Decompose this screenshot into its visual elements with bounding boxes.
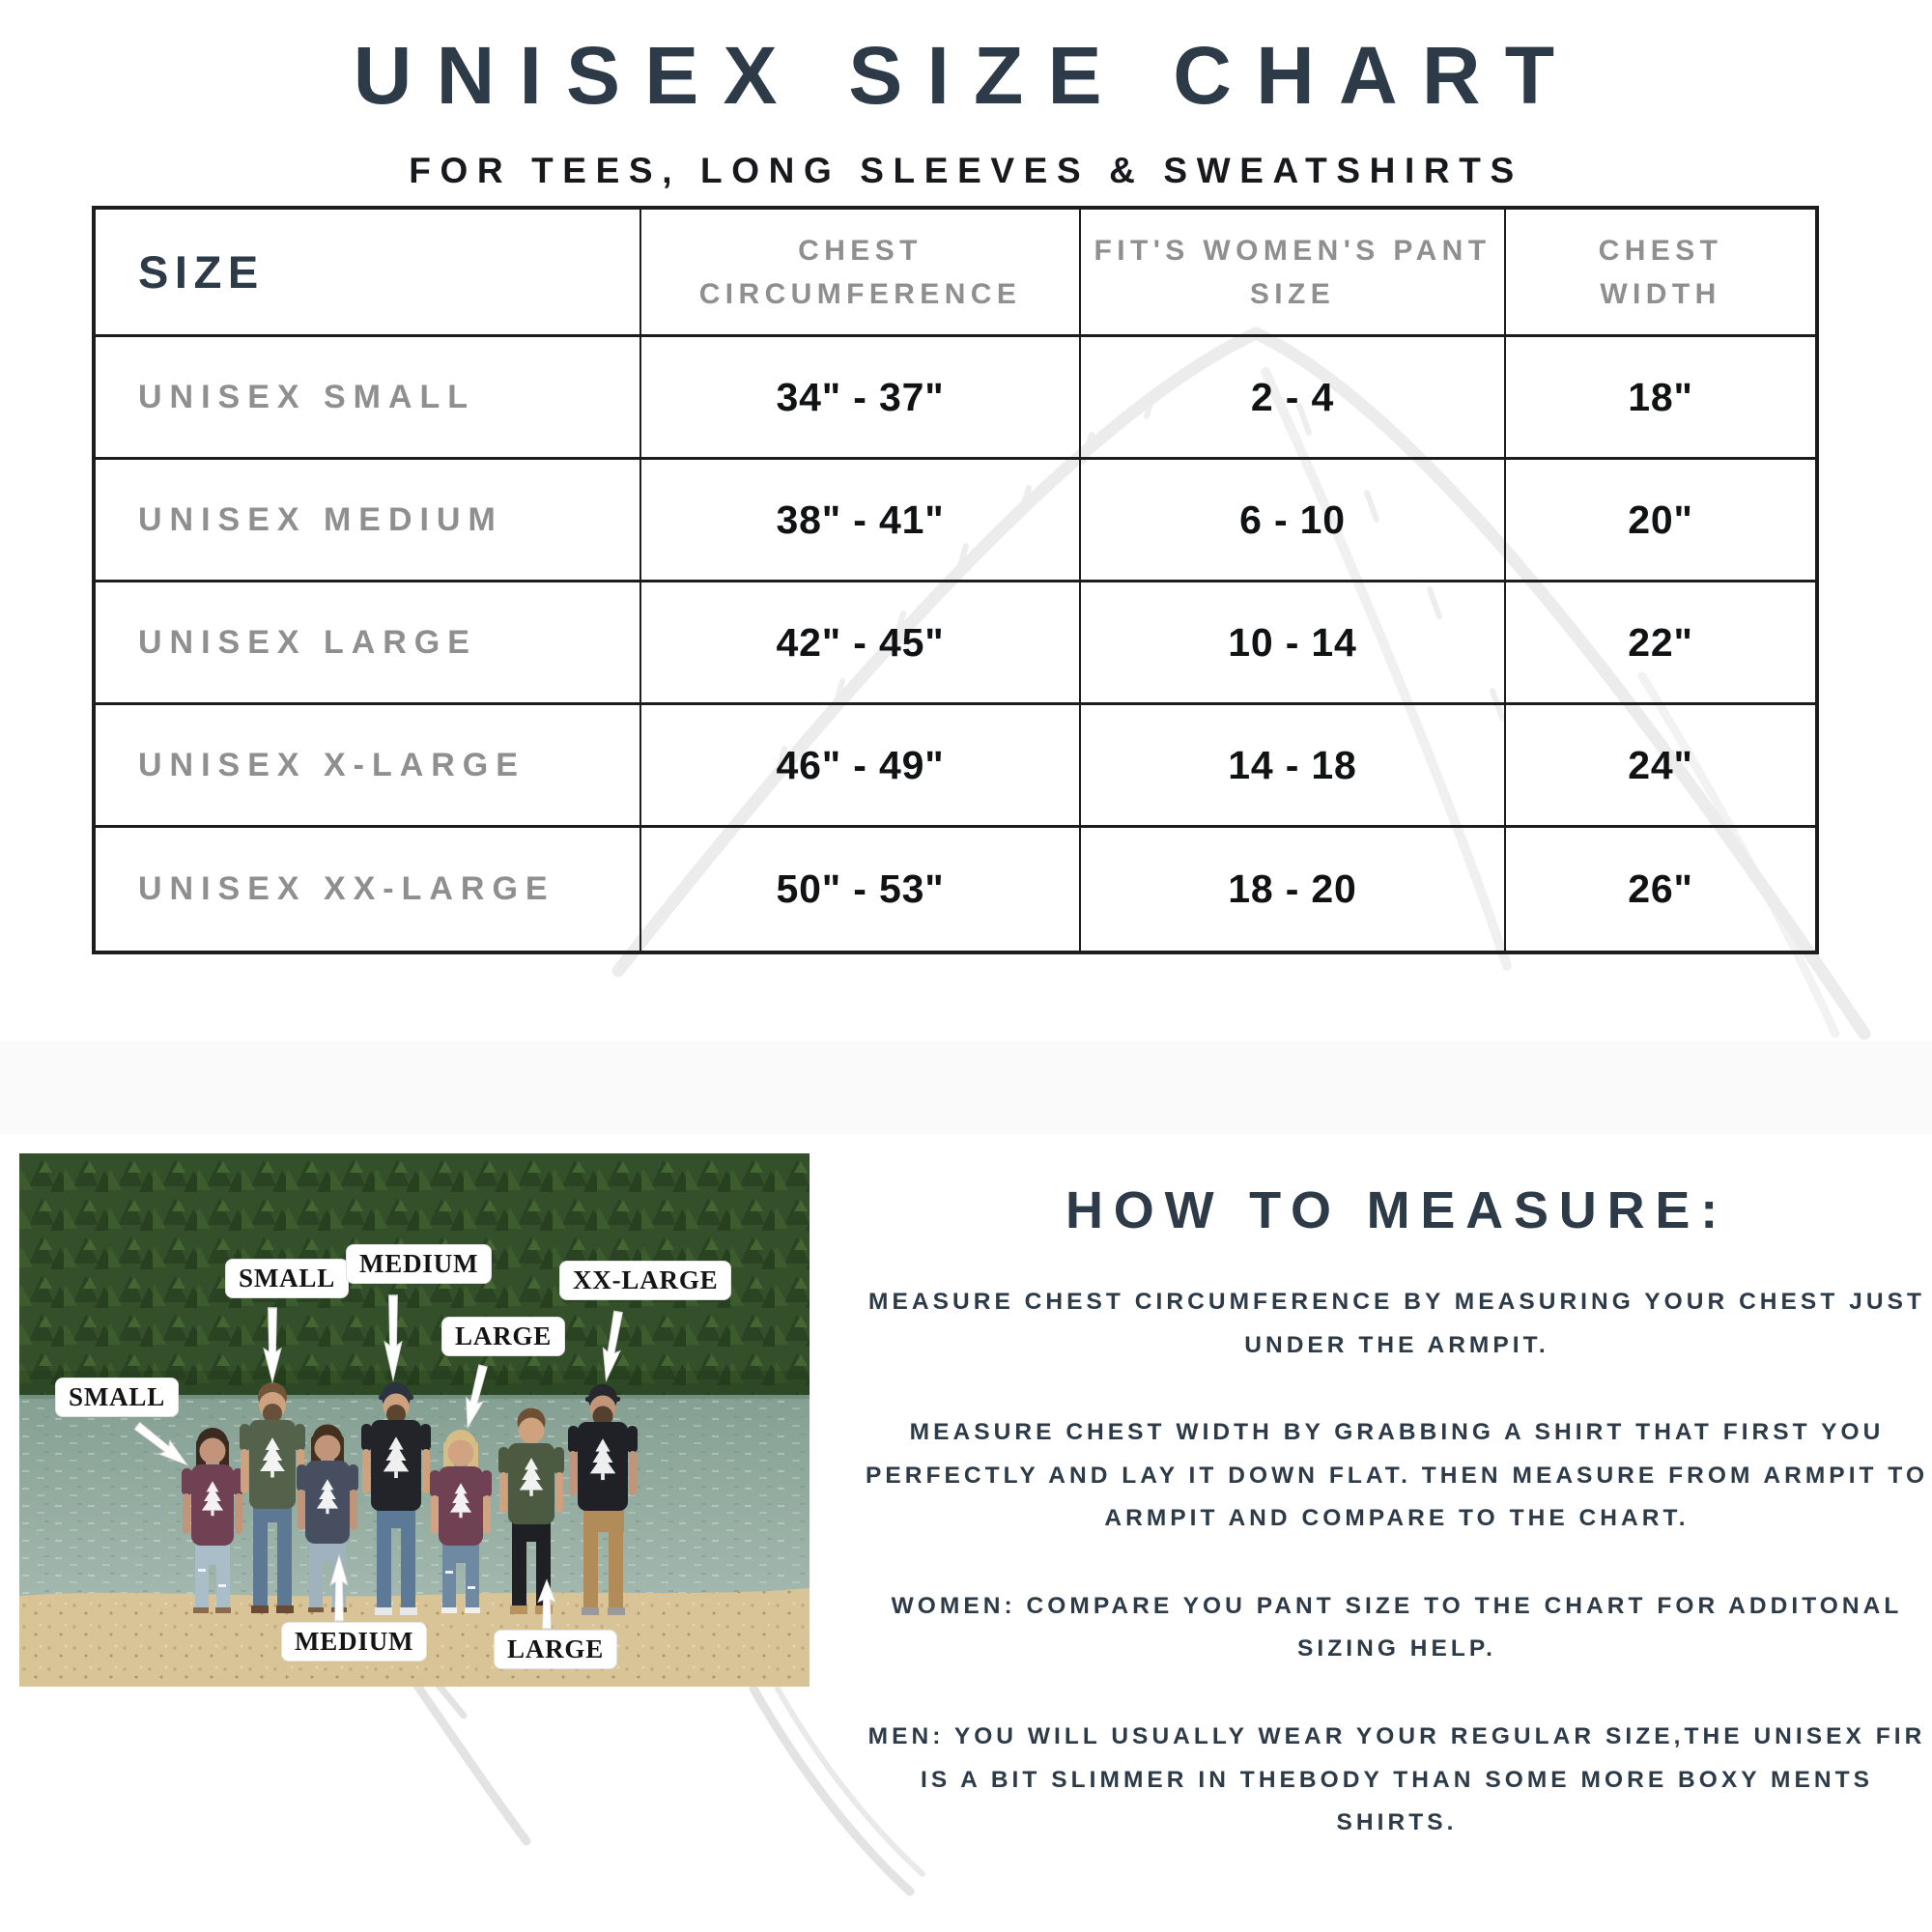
- column-header-chest-circumference: CHEST CIRCUMFERENCE: [641, 210, 1081, 337]
- row-xlarge-chest-circumference: 46" - 49": [641, 705, 1081, 828]
- size-table: SIZE CHEST CIRCUMFERENCE FIT'S WOMEN'S P…: [92, 206, 1819, 954]
- measure-paragraph-chest-width: MEASURE CHEST WIDTH BY GRABBING A SHIRT …: [865, 1419, 1929, 1532]
- model-small-man: [240, 1382, 305, 1613]
- size-label-xxlarge-top: XX-LARGE: [560, 1262, 731, 1299]
- column-header-size: SIZE: [96, 210, 641, 337]
- size-label-small-left: SMALL: [56, 1378, 179, 1416]
- background-band: [0, 1041, 1932, 1134]
- row-medium-chest-circumference: 38" - 41": [641, 460, 1081, 582]
- row-xxlarge-chest-width: 26": [1628, 867, 1693, 911]
- measure-paragraph-chest-circumference: MEASURE CHEST CIRCUMFERENCE BY MEASURING…: [868, 1289, 1925, 1358]
- page-subtitle: FOR TEES, LONG SLEEVES & SWEATSHIRTS: [409, 151, 1523, 190]
- size-label-medium-top: MEDIUM: [347, 1245, 492, 1283]
- measure-paragraph-men: MEN: YOU WILL USUALLY WEAR YOUR REGULAR …: [867, 1723, 1926, 1836]
- size-label-small-top: SMALL: [226, 1260, 349, 1297]
- size-label-large-bottom: LARGE: [495, 1631, 617, 1668]
- how-to-measure-heading: HOW TO MEASURE:: [1065, 1181, 1728, 1239]
- row-xlarge-size: UNISEX X-LARGE: [96, 705, 641, 828]
- row-xxlarge-chest-circumference: 50" - 53": [641, 828, 1081, 951]
- size-label-medium-bottom: MEDIUM: [282, 1623, 427, 1661]
- group-photo-scene: [19, 1153, 810, 1687]
- model-medium-man: [361, 1382, 431, 1615]
- column-header-chest-width: CHEST WIDTH: [1506, 210, 1815, 337]
- row-large-chest-circumference: 42" - 45": [641, 582, 1081, 705]
- model-photo: SMALL SMALL MEDIUM LARGE XX-LARGE MEDIUM…: [19, 1153, 810, 1687]
- model-large-woman: [430, 1430, 492, 1613]
- model-xxlarge-man: [568, 1384, 638, 1615]
- row-large-size: UNISEX LARGE: [96, 582, 641, 705]
- row-small-chest-width: 18": [1506, 337, 1815, 460]
- how-to-measure-section: HOW TO MEASURE: MEASURE CHEST CIRCUMFERE…: [856, 1180, 1932, 1889]
- row-xlarge-pant-size: 14 - 18: [1081, 705, 1506, 828]
- row-medium-size: UNISEX MEDIUM: [96, 460, 641, 582]
- row-medium-pant-size: 6 - 10: [1081, 460, 1506, 582]
- row-large-chest-width: 22": [1506, 582, 1815, 705]
- row-small-chest-circumference: 34" - 37": [641, 337, 1081, 460]
- size-label-large-top: LARGE: [442, 1318, 565, 1355]
- row-medium-chest-width: 20": [1506, 460, 1815, 582]
- row-xlarge-chest-width: 24": [1506, 705, 1815, 828]
- row-xxlarge-size: UNISEX XX-LARGE: [96, 828, 641, 951]
- row-large-pant-size: 10 - 14: [1081, 582, 1506, 705]
- column-header-womens-pant-size: FIT'S WOMEN'S PANT SIZE: [1081, 210, 1506, 337]
- model-small-woman: [182, 1428, 243, 1613]
- row-small-pant-size: 2 - 4: [1081, 337, 1506, 460]
- row-xxlarge-pant-size: 18 - 20: [1081, 828, 1506, 951]
- measure-paragraph-women: WOMEN: COMPARE YOU PANT SIZE TO THE CHAR…: [891, 1592, 1903, 1662]
- row-small-size: UNISEX SMALL: [96, 337, 641, 460]
- page-title: UNISEX SIZE CHART: [353, 30, 1579, 121]
